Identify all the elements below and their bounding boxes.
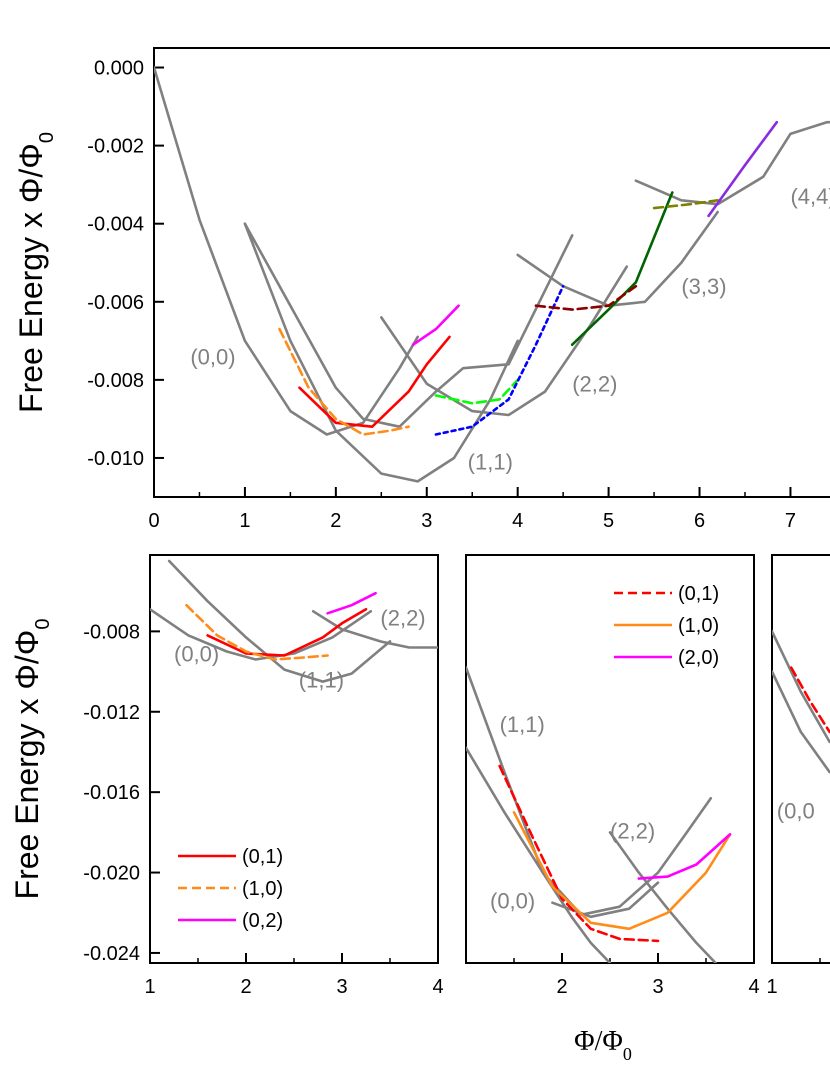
x-tick-label: 6 xyxy=(694,510,705,532)
y-axis-label: Free Energy x Φ/Φ0 xyxy=(13,132,58,413)
curve-label: (1,1) xyxy=(500,712,545,737)
legend-label: (0,2) xyxy=(242,910,283,932)
panel-bottom-left: 1 2 3 4 -0.008 -0.012 -0.016 -0.020 -0.024 (0,0) (… xyxy=(9,554,444,998)
curve-label: (4,4) xyxy=(790,184,830,209)
series-line-0 xyxy=(150,607,373,661)
series-line-0 xyxy=(154,66,420,436)
legend: (0,1) (1,0) (0,2) xyxy=(178,846,283,932)
x-tick-label: 3 xyxy=(421,510,432,532)
x-tick-label: 0 xyxy=(148,510,159,532)
y-tick-label: -0.008 xyxy=(83,621,140,643)
legend: (0,1) (1,0) (2,0) xyxy=(614,583,719,669)
series-group xyxy=(150,559,438,683)
y-tick-label: -0.004 xyxy=(87,214,144,236)
series-line-7 xyxy=(278,327,410,436)
x-tick-label: 1 xyxy=(239,510,250,532)
panel-top: 0 1 2 3 4 5 6 7 0.000 -0.002 -0.004 -0.006 -0.008 -0.… xyxy=(13,47,830,532)
x-tick-label: 2 xyxy=(240,976,251,998)
x-tick-label: 2 xyxy=(556,976,567,998)
curve-label: (2,2) xyxy=(572,372,617,397)
series-line-0 xyxy=(772,630,830,744)
series-group xyxy=(154,66,830,483)
curve-label: (0,0 xyxy=(777,798,815,823)
x-tick-label: 3 xyxy=(336,976,347,998)
panel-bottom-middle: 2 3 4 (1,1) (0,0) (2,2) (0,1) (1,0) (2,0) xyxy=(465,554,760,998)
series-line-1 xyxy=(466,666,713,917)
legend-label: (1,0) xyxy=(678,615,719,637)
series-line-2 xyxy=(608,831,717,963)
x-tick-label: 2 xyxy=(330,510,341,532)
series-line-4 xyxy=(634,120,830,206)
series-line-14 xyxy=(707,120,779,218)
series-line-9 xyxy=(434,378,520,405)
y-tick-label: -0.002 xyxy=(87,136,144,158)
x-tick-label: 1 xyxy=(144,976,155,998)
series-line-5 xyxy=(326,591,377,615)
series-line-13 xyxy=(652,199,720,210)
x-axis-label: Φ/Φ0 xyxy=(574,1026,632,1064)
series-line-4 xyxy=(185,603,329,661)
y-axis-label: Free Energy x Φ/Φ0 xyxy=(9,619,54,900)
curve-label: (1,1) xyxy=(468,450,513,475)
series-line-0 xyxy=(466,746,612,963)
legend-label: (2,0) xyxy=(678,647,719,669)
x-tick-label: 1 xyxy=(766,976,777,998)
x-tick-label: 5 xyxy=(603,510,614,532)
series-line-1 xyxy=(772,670,830,774)
x-tick-label: 4 xyxy=(432,976,443,998)
x-tick-label: 4 xyxy=(748,976,759,998)
y-tick-label: -0.006 xyxy=(87,292,144,314)
panel-bottom-right: 1 (0,0 xyxy=(766,554,830,998)
legend-label: (0,1) xyxy=(242,846,283,868)
panel-frame xyxy=(153,47,830,498)
series-line-6 xyxy=(298,335,451,429)
legend-label: (1,0) xyxy=(242,878,283,900)
curve-label: (1,1) xyxy=(299,668,344,693)
series-line-8 xyxy=(411,304,460,347)
series-line-3 xyxy=(206,607,368,657)
y-tick-label: -0.016 xyxy=(83,782,140,804)
y-tick-label: 0.000 xyxy=(94,58,144,80)
x-tick-label: 3 xyxy=(652,976,663,998)
series-line-2 xyxy=(311,609,438,649)
series-line-6 xyxy=(637,833,732,880)
curve-label: (0,0) xyxy=(490,889,535,914)
curve-label: (0,0) xyxy=(174,642,219,667)
curve-label: (2,2) xyxy=(610,818,655,843)
y-tick-label: -0.010 xyxy=(87,448,144,470)
panel-frame xyxy=(771,554,830,964)
series-line-5 xyxy=(243,222,574,429)
y-tick-label: -0.008 xyxy=(87,370,144,392)
legend-label: (0,1) xyxy=(678,583,719,605)
series-line-1 xyxy=(243,222,520,483)
series-line-2 xyxy=(379,265,629,417)
x-tick-label: 7 xyxy=(785,510,796,532)
y-tick-label: -0.012 xyxy=(83,702,140,724)
series-line-10 xyxy=(434,284,565,436)
series-line-11 xyxy=(570,191,674,347)
curve-label: (0,0) xyxy=(190,344,235,369)
curve-label: (2,2) xyxy=(380,605,425,630)
series-line-3 xyxy=(516,210,720,308)
series-group xyxy=(466,666,732,963)
series-group xyxy=(772,630,830,774)
series-line-12 xyxy=(534,284,638,311)
y-tick-label: -0.024 xyxy=(83,943,140,965)
series-line-4 xyxy=(498,764,660,943)
y-tick-label: -0.020 xyxy=(83,863,140,885)
series-line-2 xyxy=(789,666,830,734)
series-line-5 xyxy=(512,810,732,931)
x-tick-label: 4 xyxy=(512,510,523,532)
series-line-1 xyxy=(167,559,392,683)
curve-label: (3,3) xyxy=(681,274,726,299)
